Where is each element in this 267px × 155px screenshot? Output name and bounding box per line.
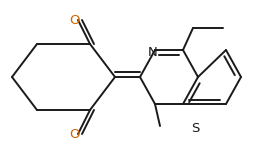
Text: S: S [191,122,199,135]
Text: O: O [69,15,79,27]
Text: O: O [69,128,79,142]
Text: N: N [148,46,158,60]
